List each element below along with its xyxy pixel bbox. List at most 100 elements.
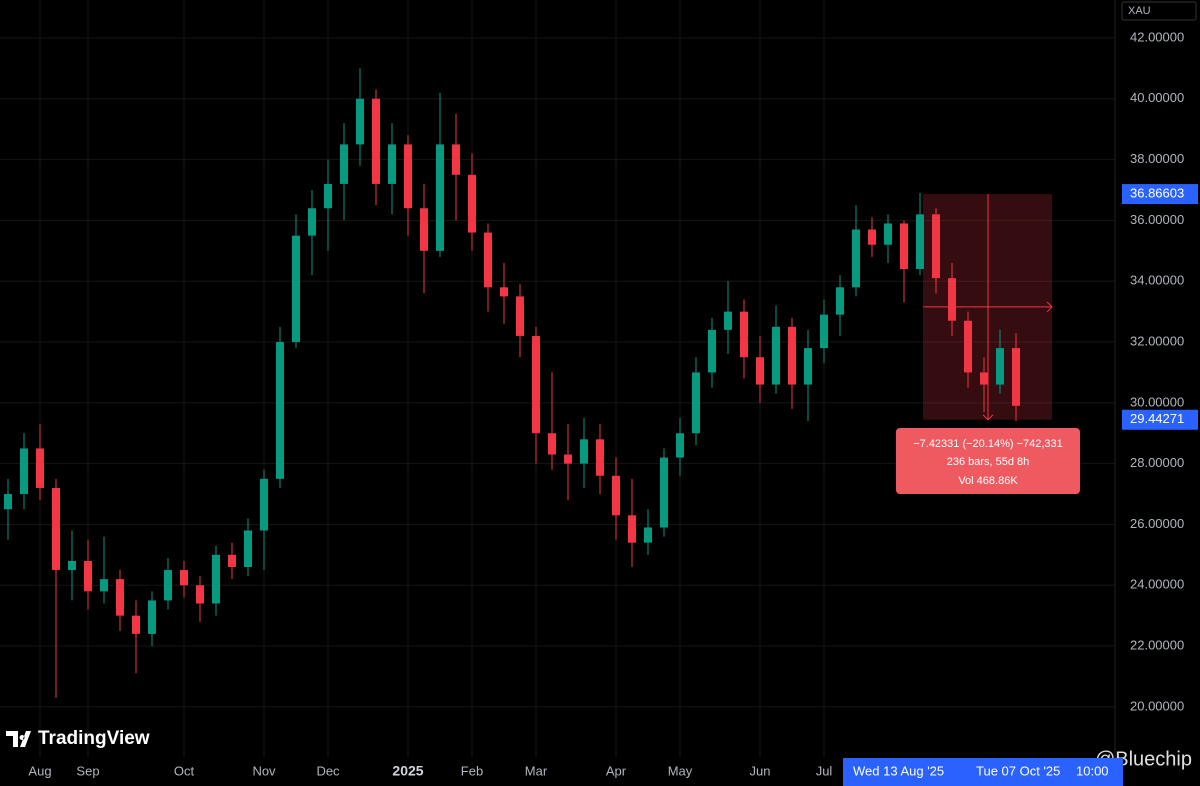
price-label: 29.44271: [1130, 411, 1184, 426]
candle-body: [964, 320, 972, 373]
candle-body: [436, 144, 444, 251]
candle-body: [772, 326, 780, 385]
candle-body: [36, 448, 44, 488]
candle-body: [212, 554, 220, 604]
candle-body: [68, 560, 76, 571]
candle-body: [180, 570, 188, 586]
candle-body: [148, 600, 156, 634]
y-tick-label: 40.00000: [1130, 90, 1184, 105]
candle-body: [868, 229, 876, 245]
measure-vol: Vol 468.86K: [958, 475, 1018, 487]
candle-body: [116, 579, 124, 616]
y-tick-label: 28.00000: [1130, 455, 1184, 470]
x-tick-label: Sep: [76, 763, 99, 778]
end-date: Tue 07 Oct '25: [976, 763, 1060, 778]
price-label: 36.86603: [1130, 186, 1184, 201]
candle-body: [804, 348, 812, 385]
candle-body: [132, 615, 140, 634]
candle-body: [420, 208, 428, 251]
logo: TradingView: [6, 728, 150, 749]
candle-body: [20, 448, 28, 495]
measure-change: −7.42331 (−20.14%) −742,331: [913, 438, 1063, 450]
candle-body: [100, 579, 108, 592]
x-tick-label: Mar: [525, 763, 548, 778]
y-tick-label: 32.00000: [1130, 333, 1184, 348]
x-tick-label: Aug: [28, 763, 51, 778]
candle-body: [644, 527, 652, 543]
x-tick-label: Dec: [316, 763, 340, 778]
candle-body: [756, 357, 764, 385]
candle-body: [724, 311, 732, 330]
candle-body: [276, 342, 284, 479]
candle-body: [372, 98, 380, 184]
candle-body: [196, 585, 204, 604]
candle-body: [260, 478, 268, 531]
x-tick-label: 2025: [392, 763, 423, 779]
candle-body: [484, 232, 492, 288]
candle-body: [628, 515, 636, 543]
candle-body: [900, 223, 908, 270]
candle-body: [884, 223, 892, 245]
y-tick-label: 20.00000: [1130, 698, 1184, 713]
candle-body: [308, 208, 316, 236]
candle-body: [532, 335, 540, 434]
logo-text: TradingView: [38, 728, 150, 749]
date-range-box: [843, 758, 1123, 786]
candle-body: [612, 475, 620, 516]
x-tick-label: May: [668, 763, 693, 778]
candles: [4, 68, 1020, 698]
candle-body: [852, 229, 860, 288]
candle-body: [340, 144, 348, 184]
y-tick-label: 34.00000: [1130, 273, 1184, 288]
y-tick-label: 30.00000: [1130, 394, 1184, 409]
price-label-box: [1122, 409, 1198, 430]
candle-body: [660, 457, 668, 528]
x-tick-label: Jul: [816, 763, 833, 778]
y-tick-label: 36.00000: [1130, 212, 1184, 227]
candle-body: [324, 183, 332, 209]
y-tick-label: 38.00000: [1130, 151, 1184, 166]
candle-body: [580, 439, 588, 464]
candle-body: [740, 311, 748, 358]
candle-body: [164, 570, 172, 601]
start-date: Wed 13 Aug '25: [853, 763, 944, 778]
y-tick-label: 26.00000: [1130, 516, 1184, 531]
axes: 20.00000 22.00000 24.00000 26.00000 28.00000…: [28, 29, 1184, 778]
measure-arrow: [1046, 301, 1053, 313]
x-tick-label: Feb: [461, 763, 483, 778]
candle-body: [84, 560, 92, 592]
candle-body: [244, 530, 252, 567]
measure-label-box: [896, 428, 1080, 494]
candle-body: [820, 314, 828, 349]
y-tick-label: 42.00000: [1130, 29, 1184, 44]
symbol-box: [1121, 1, 1197, 21]
symbol: XAU: [1128, 5, 1151, 17]
candle-body: [836, 287, 844, 315]
candle-body: [932, 214, 940, 279]
candle-body: [692, 372, 700, 434]
candle-body: [468, 174, 476, 233]
candle-body: [500, 287, 508, 297]
measure-tool: [923, 194, 1053, 421]
x-tick-label: Nov: [252, 763, 276, 778]
candle-body: [708, 329, 716, 373]
candle-body: [676, 433, 684, 458]
y-tick-label: 22.00000: [1130, 637, 1184, 652]
x-tick-label: Jun: [750, 763, 771, 778]
end-time: 10:00: [1076, 763, 1109, 778]
x-tick-label: Oct: [174, 763, 195, 778]
candle-body: [996, 348, 1004, 385]
candle-body: [980, 372, 988, 385]
measure-arrow: [982, 414, 994, 421]
candle-body: [948, 278, 956, 321]
candle-body: [548, 433, 556, 455]
candle-body: [916, 214, 924, 270]
y-tick-label: 24.00000: [1130, 577, 1184, 592]
logo-icon: [6, 731, 31, 747]
candle-body: [788, 326, 796, 385]
candle-body: [564, 454, 572, 464]
candle-body: [452, 144, 460, 175]
candle-body: [356, 98, 364, 145]
candle-body: [1012, 348, 1020, 406]
candle-body: [404, 144, 412, 209]
